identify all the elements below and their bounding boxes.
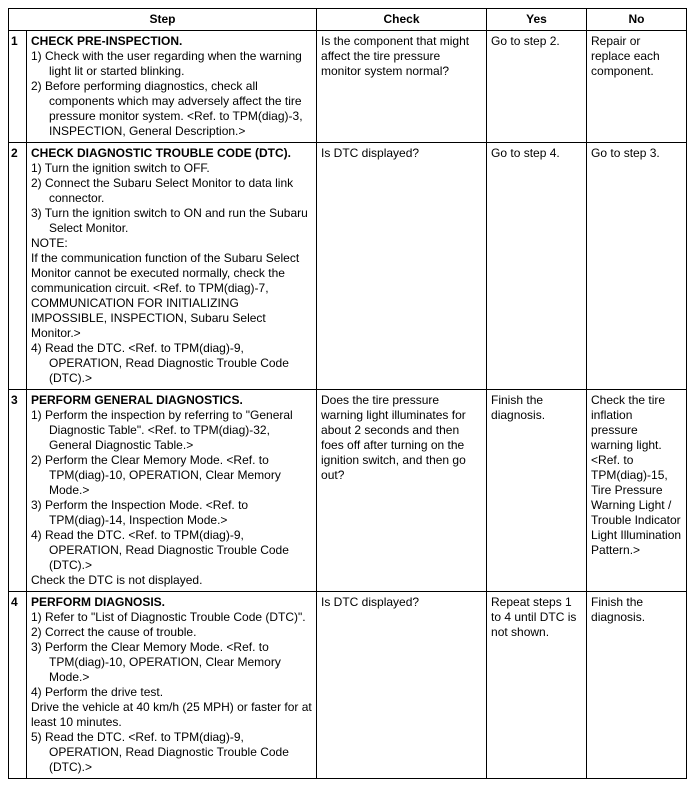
table-row: 4PERFORM DIAGNOSIS.1) Refer to "List of … <box>9 592 687 779</box>
no-cell: Finish the diagnosis. <box>587 592 687 779</box>
table-row: 1CHECK PRE-INSPECTION.1) Check with the … <box>9 31 687 143</box>
no-cell: Check the tire inflation pressure warnin… <box>587 390 687 592</box>
yes-cell: Finish the diagnosis. <box>487 390 587 592</box>
col-header-check: Check <box>317 9 487 31</box>
step-cell: CHECK DIAGNOSTIC TROUBLE CODE (DTC).1) T… <box>27 143 317 390</box>
no-cell: Repair or replace each component. <box>587 31 687 143</box>
step-substep: 2) Correct the cause of trouble. <box>31 625 312 640</box>
yes-cell: Go to step 2. <box>487 31 587 143</box>
step-title: CHECK DIAGNOSTIC TROUBLE CODE (DTC). <box>31 146 312 161</box>
step-title: PERFORM DIAGNOSIS. <box>31 595 312 610</box>
step-substep: 4) Perform the drive test. <box>31 685 312 700</box>
no-cell: Go to step 3. <box>587 143 687 390</box>
yes-cell: Go to step 4. <box>487 143 587 390</box>
step-substep: 2) Perform the Clear Memory Mode. <Ref. … <box>31 453 312 498</box>
table-row: 2CHECK DIAGNOSTIC TROUBLE CODE (DTC).1) … <box>9 143 687 390</box>
step-substep: 3) Perform the Inspection Mode. <Ref. to… <box>31 498 312 528</box>
step-number: 3 <box>9 390 27 592</box>
step-cell: PERFORM DIAGNOSIS.1) Refer to "List of D… <box>27 592 317 779</box>
step-title: CHECK PRE-INSPECTION. <box>31 34 312 49</box>
check-cell: Is DTC displayed? <box>317 143 487 390</box>
col-header-yes: Yes <box>487 9 587 31</box>
check-cell: Does the tire pressure warning light ill… <box>317 390 487 592</box>
table-row: 3PERFORM GENERAL DIAGNOSTICS.1) Perform … <box>9 390 687 592</box>
step-cell: PERFORM GENERAL DIAGNOSTICS.1) Perform t… <box>27 390 317 592</box>
step-substep: 3) Turn the ignition switch to ON and ru… <box>31 206 312 236</box>
step-cell: CHECK PRE-INSPECTION.1) Check with the u… <box>27 31 317 143</box>
step-number: 2 <box>9 143 27 390</box>
step-substep: 3) Perform the Clear Memory Mode. <Ref. … <box>31 640 312 685</box>
yes-cell: Repeat steps 1 to 4 until DTC is not sho… <box>487 592 587 779</box>
step-text: Drive the vehicle at 40 km/h (25 MPH) or… <box>31 700 312 730</box>
check-cell: Is DTC displayed? <box>317 592 487 779</box>
step-substep: 2) Connect the Subaru Select Monitor to … <box>31 176 312 206</box>
step-substep: 2) Before performing diagnostics, check … <box>31 79 312 139</box>
check-cell: Is the component that might affect the t… <box>317 31 487 143</box>
step-number: 4 <box>9 592 27 779</box>
step-substep: 4) Read the DTC. <Ref. to TPM(diag)-9, O… <box>31 341 312 386</box>
step-number: 1 <box>9 31 27 143</box>
step-text: If the communication function of the Sub… <box>31 251 312 341</box>
step-substep: 1) Refer to "List of Diagnostic Trouble … <box>31 610 312 625</box>
step-substep: 1) Turn the ignition switch to OFF. <box>31 161 312 176</box>
step-text: Check the DTC is not displayed. <box>31 573 312 588</box>
step-title: PERFORM GENERAL DIAGNOSTICS. <box>31 393 312 408</box>
step-substep: 1) Perform the inspection by referring t… <box>31 408 312 453</box>
col-header-no: No <box>587 9 687 31</box>
step-substep: 1) Check with the user regarding when th… <box>31 49 312 79</box>
step-text: NOTE: <box>31 236 312 251</box>
col-header-step: Step <box>9 9 317 31</box>
step-substep: 4) Read the DTC. <Ref. to TPM(diag)-9, O… <box>31 528 312 573</box>
table-header-row: Step Check Yes No <box>9 9 687 31</box>
step-substep: 5) Read the DTC. <Ref. to TPM(diag)-9, O… <box>31 730 312 775</box>
diagnostic-procedure-table: Step Check Yes No 1CHECK PRE-INSPECTION.… <box>8 8 687 779</box>
